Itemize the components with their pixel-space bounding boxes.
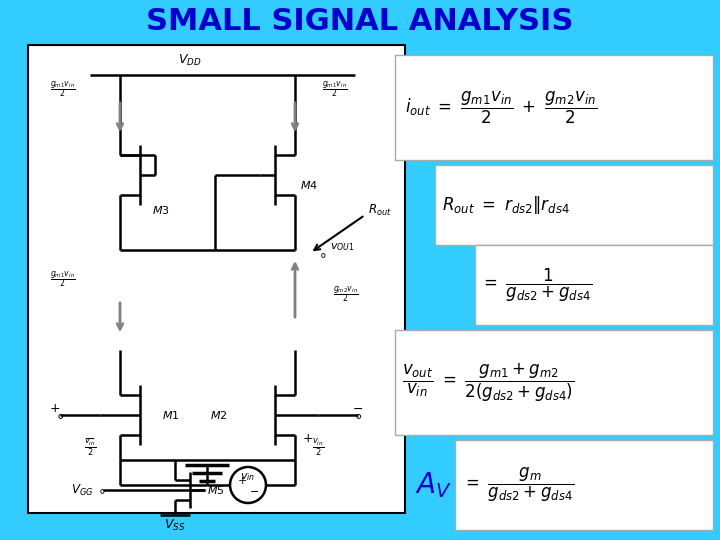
Text: $\circ$: $\circ$ (97, 483, 106, 497)
Text: $\frac{v_{in}}{2}$: $\frac{v_{in}}{2}$ (84, 438, 96, 458)
Text: $-$: $-$ (249, 485, 259, 495)
Bar (395, 55, 713, 160)
Text: $=\ \dfrac{g_m}{g_{ds2}+g_{ds4}}$: $=\ \dfrac{g_m}{g_{ds2}+g_{ds4}}$ (462, 466, 574, 504)
Text: $M2$: $M2$ (210, 409, 228, 421)
Text: $R_{out}$: $R_{out}$ (368, 202, 392, 218)
Text: $\frac{g_{m1}v_{in}}{2}$: $\frac{g_{m1}v_{in}}{2}$ (50, 270, 76, 290)
Text: $-$: $-$ (352, 402, 364, 415)
Text: $v_{OU1}$: $v_{OU1}$ (330, 241, 355, 253)
Bar (455, 440, 713, 530)
Text: $v_{in}$: $v_{in}$ (240, 471, 256, 483)
Text: $V_{GG}$: $V_{GG}$ (71, 482, 93, 497)
Text: $M1$: $M1$ (162, 409, 179, 421)
Text: $M5$: $M5$ (207, 484, 225, 496)
Text: $A_V$: $A_V$ (415, 470, 452, 500)
Text: $V_{SS}$: $V_{SS}$ (164, 517, 186, 532)
Text: $\circ$: $\circ$ (318, 247, 326, 261)
Bar (28, 45, 405, 513)
Text: $+$: $+$ (50, 402, 60, 415)
Bar (435, 165, 713, 245)
Text: $-$: $-$ (84, 431, 96, 444)
Text: SMALL SIGNAL ANALYSIS: SMALL SIGNAL ANALYSIS (146, 8, 574, 37)
Text: $\circ$: $\circ$ (354, 408, 363, 422)
Bar (475, 245, 713, 325)
Text: $\frac{g_{m2}v_{in}}{2}$: $\frac{g_{m2}v_{in}}{2}$ (333, 285, 359, 305)
Text: $\frac{v_{in}}{2}$: $\frac{v_{in}}{2}$ (312, 438, 324, 458)
Text: $M3$: $M3$ (152, 204, 170, 216)
Text: $\frac{g_{m1}v_{in}}{2}$: $\frac{g_{m1}v_{in}}{2}$ (322, 80, 348, 100)
Text: $V_{DD}$: $V_{DD}$ (178, 52, 202, 68)
Text: $=\ \dfrac{1}{g_{ds2}+g_{ds4}}$: $=\ \dfrac{1}{g_{ds2}+g_{ds4}}$ (480, 266, 592, 303)
Text: $+$: $+$ (237, 475, 247, 485)
Text: $\frac{g_{m1}v_{in}}{2}$: $\frac{g_{m1}v_{in}}{2}$ (50, 80, 76, 100)
Text: $\dfrac{v_{out}}{v_{in}}\ =\ \dfrac{g_{m1}+g_{m2}}{2(g_{ds2}+g_{ds4})}$: $\dfrac{v_{out}}{v_{in}}\ =\ \dfrac{g_{m… (402, 362, 575, 404)
Text: $M4$: $M4$ (300, 179, 318, 191)
Text: $i_{out}\ =\ \dfrac{g_{m1}v_{in}}{2}\ +\ \dfrac{g_{m2}v_{in}}{2}$: $i_{out}\ =\ \dfrac{g_{m1}v_{in}}{2}\ +\… (405, 90, 597, 126)
Bar (395, 330, 713, 435)
Text: $\circ$: $\circ$ (55, 408, 65, 422)
Text: $R_{out}\ =\ r_{ds2}\|r_{ds4}$: $R_{out}\ =\ r_{ds2}\|r_{ds4}$ (442, 194, 570, 216)
Text: $+$: $+$ (302, 431, 314, 444)
